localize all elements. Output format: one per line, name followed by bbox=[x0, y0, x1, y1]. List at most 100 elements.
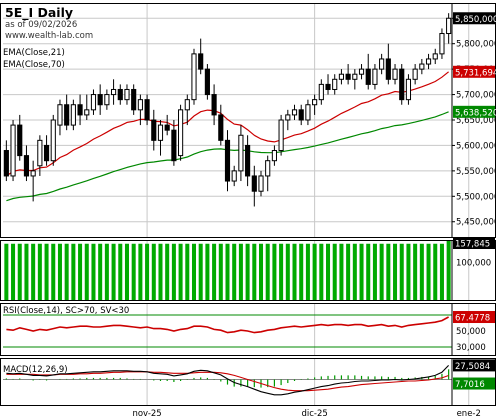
candle-body bbox=[446, 17, 452, 35]
volume-bar bbox=[386, 243, 391, 300]
candle-body bbox=[137, 99, 143, 111]
x-tick-label: dic-25 bbox=[301, 409, 327, 419]
volume-bar bbox=[212, 243, 217, 300]
volume-bar bbox=[433, 243, 438, 300]
volume-bar bbox=[265, 243, 270, 300]
price-tick-label: 5,650,000 bbox=[456, 116, 496, 126]
panel-frames bbox=[0, 3, 496, 406]
volume-bar bbox=[124, 243, 129, 300]
volume-panel bbox=[4, 240, 451, 300]
candle-body bbox=[37, 139, 43, 167]
ema70-value-label-tag bbox=[453, 105, 495, 118]
volume-bar bbox=[393, 243, 398, 300]
x-tick-label: nov-25 bbox=[132, 409, 161, 419]
volume-bar bbox=[11, 243, 16, 300]
candle-body bbox=[358, 68, 365, 75]
candle-body bbox=[218, 114, 224, 141]
candle-body bbox=[211, 94, 217, 116]
rsi-value-label: 67.4778 bbox=[455, 314, 490, 324]
rsi-tick-label: 50,000 bbox=[456, 327, 486, 337]
volume-bar bbox=[218, 243, 223, 300]
candle-body bbox=[124, 88, 130, 101]
ema21-line bbox=[6, 71, 449, 177]
candle-body bbox=[70, 104, 76, 126]
volume-bar bbox=[238, 243, 243, 300]
volume-bar bbox=[171, 243, 176, 300]
volume-bar bbox=[198, 243, 203, 300]
candle-body bbox=[425, 58, 432, 65]
candle-body bbox=[204, 68, 210, 96]
x-tick-label: ene-2 bbox=[457, 409, 481, 419]
candle-body bbox=[43, 144, 50, 162]
candle-body bbox=[231, 170, 237, 182]
volume-bar bbox=[165, 243, 170, 300]
candle-body bbox=[412, 68, 418, 80]
candle-body bbox=[345, 73, 351, 80]
candle-body bbox=[258, 175, 264, 192]
volume-bar bbox=[332, 243, 337, 300]
candle-body bbox=[372, 68, 378, 85]
candle-body bbox=[251, 175, 257, 192]
candle-body bbox=[352, 73, 358, 80]
signal-value-label-tag bbox=[453, 377, 495, 390]
chart-symbol-title: 5E_I Daily bbox=[5, 5, 73, 21]
macd-panel bbox=[3, 365, 452, 396]
macd-value-label-tag bbox=[453, 359, 495, 372]
volume-bar bbox=[413, 243, 418, 300]
volume-bar bbox=[366, 243, 371, 300]
price-tick-label: 5,550,000 bbox=[456, 167, 496, 177]
candle-body bbox=[285, 114, 291, 121]
macd-line bbox=[6, 365, 449, 396]
volume-bar bbox=[84, 243, 89, 300]
candle-body bbox=[419, 63, 425, 70]
candle-body bbox=[325, 83, 331, 90]
last-price-label-tag bbox=[453, 12, 495, 25]
volume-bar bbox=[24, 243, 29, 300]
candle-body bbox=[265, 160, 271, 177]
candle-body bbox=[84, 109, 90, 116]
volume-value-label-tag bbox=[453, 237, 495, 249]
volume-bar bbox=[406, 243, 411, 300]
candle-body bbox=[338, 73, 345, 80]
volume-bar bbox=[419, 243, 424, 300]
candle-body bbox=[318, 83, 324, 101]
volume-bar bbox=[31, 243, 36, 300]
candle-body bbox=[57, 104, 63, 126]
volume-bar bbox=[339, 243, 344, 300]
candle-body bbox=[151, 119, 157, 141]
website-watermark: www.wealth-lab.com bbox=[5, 31, 93, 41]
volume-bar bbox=[252, 243, 257, 300]
volume-bar bbox=[399, 243, 404, 300]
volume-bar bbox=[158, 243, 163, 300]
candle-body bbox=[332, 78, 338, 90]
ema21-value-label-tag bbox=[453, 65, 495, 78]
volume-bar bbox=[91, 243, 96, 300]
candle-body bbox=[77, 104, 83, 116]
candle-body bbox=[50, 119, 56, 162]
ema21-value-label: 5,731,694 bbox=[455, 68, 496, 78]
volume-bar bbox=[285, 243, 290, 300]
volume-bar bbox=[178, 243, 183, 300]
candle-body bbox=[439, 33, 445, 55]
candle-body bbox=[164, 124, 170, 131]
volume-bar bbox=[279, 243, 284, 300]
volume-bar bbox=[118, 243, 123, 300]
macd-signal-line bbox=[6, 371, 449, 392]
volume-bar bbox=[111, 243, 116, 300]
ema70-legend: EMA(Close,70) bbox=[3, 60, 65, 70]
volume-bar bbox=[98, 243, 103, 300]
volume-bar bbox=[138, 243, 143, 300]
candle-body bbox=[10, 124, 16, 177]
candle-body bbox=[178, 109, 184, 157]
candle-body bbox=[392, 68, 398, 80]
candlestick-series bbox=[3, 13, 452, 207]
candle-body bbox=[305, 104, 311, 121]
volume-value-label: 157,845 bbox=[455, 240, 490, 250]
candle-body bbox=[432, 53, 438, 60]
volume-bar bbox=[78, 243, 83, 300]
candle-body bbox=[90, 94, 97, 111]
candle-body bbox=[64, 104, 70, 126]
volume-bar bbox=[71, 243, 76, 300]
rsi-value-label-tag bbox=[453, 311, 495, 324]
